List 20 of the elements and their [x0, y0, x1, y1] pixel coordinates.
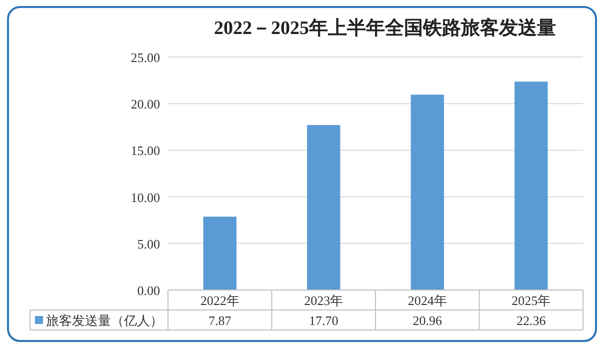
- y-tick-label: 5.00: [137, 236, 160, 252]
- chart-title: 2022－2025年上半年全国铁路旅客发送量: [214, 17, 556, 39]
- y-tick-label: 10.00: [130, 190, 160, 205]
- bar: [307, 125, 340, 290]
- bar: [203, 216, 236, 290]
- legend-label: 旅客发送量（亿人）: [46, 313, 163, 328]
- x-tick-label: 2025年: [512, 293, 551, 308]
- y-tick-label: 0.00: [137, 283, 160, 298]
- x-tick-label: 2022年: [200, 293, 240, 308]
- bar: [514, 82, 548, 290]
- y-tick-label: 15.00: [130, 143, 160, 158]
- y-tick-label: 20.00: [130, 96, 160, 112]
- y-tick-label: 25.00: [130, 50, 160, 65]
- data-label: 20.96: [412, 313, 442, 328]
- data-label: 17.70: [309, 313, 338, 328]
- bar: [410, 94, 444, 290]
- data-label: 22.36: [516, 313, 546, 328]
- data-label: 7.87: [208, 313, 232, 328]
- x-tick-label: 2024年: [408, 293, 447, 308]
- x-tick-label: 2023年: [304, 293, 344, 308]
